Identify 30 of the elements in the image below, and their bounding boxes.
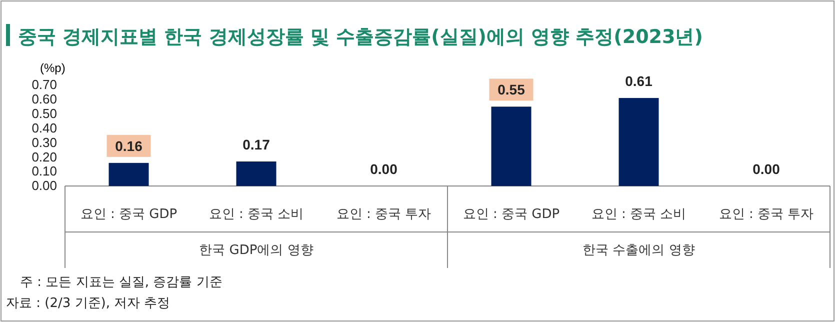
- y-tick-label: 0.70: [32, 77, 57, 92]
- y-tick-label: 0.50: [32, 106, 57, 122]
- bar: [491, 106, 532, 186]
- y-tick-label: 0.60: [32, 92, 57, 107]
- data-label: 0.00: [752, 161, 780, 177]
- bar: [236, 161, 276, 186]
- data-label: 0.00: [370, 161, 398, 177]
- x-tick-label: 요인 : 중국 GDP: [80, 207, 178, 222]
- y-tick-label: 0.30: [32, 134, 57, 150]
- data-label: 0.55: [498, 82, 526, 98]
- chart-title: 중국 경제지표별 한국 경제성장률 및 수출증감률(실질)에의 영향 추정(2023년): [18, 26, 703, 48]
- data-label: 0.61: [625, 72, 653, 89]
- text: 주 : 모든 지표는 실질, 증감률 기준: [20, 275, 222, 290]
- y-tick-label: 0.00: [32, 178, 57, 194]
- bar: [108, 162, 149, 186]
- y-tick-label: 0.10: [32, 164, 57, 179]
- x-tick-label: 요인 : 중국 소비: [591, 207, 686, 222]
- text: 자료 : (2/3 기준), 저자 추정: [6, 296, 170, 311]
- data-label: 0.16: [115, 138, 143, 154]
- y-tick-label: 0.40: [32, 120, 57, 136]
- bar: [618, 98, 659, 186]
- y-tick-label: 0.20: [32, 149, 57, 164]
- text: 한국 수출에의 영향: [582, 243, 695, 258]
- x-tick-label: 요인 : 중국 투자: [336, 207, 432, 222]
- x-tick-label: 요인 : 중국 투자: [718, 207, 814, 222]
- y-axis-title: (%p): [40, 61, 66, 75]
- x-tick-label: 요인 : 중국 소비: [208, 207, 304, 222]
- text: 한국 GDP에의 영향: [199, 243, 314, 258]
- x-tick-label: 요인 : 중국 GDP: [462, 207, 560, 222]
- data-label: 0.17: [242, 136, 270, 152]
